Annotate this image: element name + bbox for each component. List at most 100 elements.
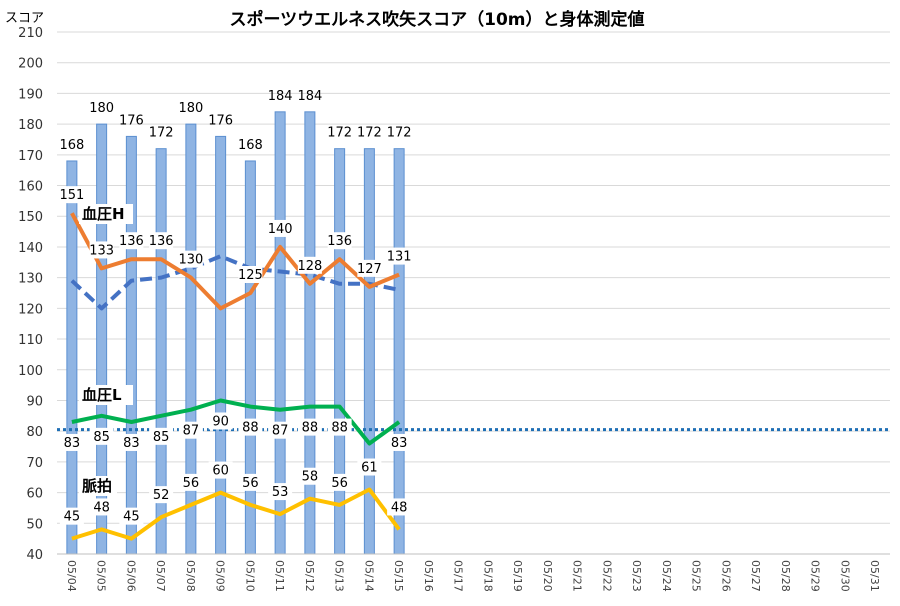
pulse-label: 48	[391, 500, 408, 515]
x-tick-label: 05/05	[95, 560, 108, 592]
pulse-label: 56	[242, 476, 259, 491]
pulse-label-bg	[387, 498, 412, 516]
bp-high-trend-line	[70, 254, 400, 311]
bp-high-label-bg	[89, 241, 114, 259]
x-tick-label: 05/27	[749, 560, 762, 592]
bp-high-label: 151	[59, 188, 84, 203]
score-label: 168	[59, 138, 84, 153]
x-tick-label: 05/17	[452, 560, 465, 592]
y-tick-label: 140	[18, 241, 43, 256]
bp-high-label-bg	[178, 250, 203, 268]
bp-high-line	[70, 212, 400, 311]
bp-low-label: 83	[123, 436, 140, 451]
x-tick-label: 05/06	[124, 560, 137, 592]
y-tick-label: 80	[26, 425, 43, 440]
x-tick-label: 05/30	[838, 560, 851, 592]
y-tick-label: 190	[18, 87, 43, 102]
x-tick-label: 05/24	[660, 560, 673, 592]
bp-high-label-bg	[297, 256, 322, 274]
pulse-label: 58	[302, 470, 319, 485]
pulse-label: 56	[331, 476, 348, 491]
x-tick-label: 05/16	[422, 560, 435, 592]
bp-high-label: 128	[297, 259, 322, 274]
bp-low-label-bg	[327, 418, 352, 436]
pulse-series-label-bg	[79, 476, 117, 496]
x-tick-label: 05/25	[690, 560, 703, 592]
bp-low-label: 87	[272, 424, 289, 439]
bp-low-series-label-bg	[79, 385, 133, 405]
bp-low-label-bg	[208, 412, 233, 430]
bp-high-label-bg	[119, 232, 144, 250]
bp-high-label-bg	[327, 232, 352, 250]
x-tick-label: 05/15	[392, 560, 405, 592]
y-tick-label: 110	[18, 333, 43, 348]
bp-low-label-bg	[387, 433, 412, 451]
x-axis-ticks: 05/04 05/05 05/06 05/07 05/08 05/09 05/10 05/11…	[65, 560, 881, 592]
bp-high-label: 136	[149, 234, 174, 249]
score-label: 184	[297, 89, 322, 104]
x-tick-label: 05/10	[243, 560, 256, 592]
score-bar	[304, 111, 316, 555]
bp-high-label: 131	[387, 250, 412, 265]
score-label: 176	[208, 113, 233, 128]
x-tick-label: 05/08	[184, 560, 197, 592]
x-tick-label: 05/13	[333, 560, 346, 592]
score-label: 172	[149, 126, 174, 141]
bp-high-label-bg	[357, 259, 382, 277]
pulse-label: 53	[272, 485, 289, 500]
pulse-label-bg	[149, 486, 174, 504]
pulse-label-bg	[327, 473, 352, 491]
score-label: 172	[357, 126, 382, 141]
bp-low-label-bg	[178, 421, 203, 439]
bp-low-label-bg	[238, 418, 263, 436]
score-bar	[393, 148, 405, 555]
pulse-label-bg	[59, 507, 84, 525]
pulse-label-bg	[357, 458, 382, 476]
x-tick-label: 05/20	[541, 560, 554, 592]
pulse-label-bg	[297, 467, 322, 485]
y-tick-label: 170	[18, 149, 43, 164]
score-label: 172	[387, 126, 412, 141]
y-tick-label: 180	[18, 118, 43, 133]
y-tick-label: 150	[18, 210, 43, 225]
y-tick-label: 70	[26, 456, 43, 471]
bp-high-series-label: 血圧H	[82, 205, 125, 223]
bp-low-label: 90	[212, 414, 229, 429]
pulse-label: 61	[361, 461, 378, 476]
x-tick-label: 05/09	[214, 560, 227, 592]
bp-high-series-label-bg	[79, 204, 133, 224]
bp-high-label: 140	[268, 222, 293, 237]
bp-high-label-bg	[238, 266, 263, 283]
bp-low-label: 83	[391, 436, 408, 451]
score-bar	[244, 160, 256, 555]
x-tick-label: 05/22	[600, 560, 613, 592]
x-tick-label: 05/18	[481, 560, 494, 592]
score-label: 180	[178, 101, 203, 116]
bp-low-label: 88	[331, 421, 348, 436]
y-tick-label: 130	[18, 272, 43, 287]
bp-low-label-bg	[89, 427, 114, 445]
pulse-label-bg	[268, 483, 293, 501]
bp-low-line	[71, 398, 401, 446]
x-tick-label: 05/21	[571, 560, 584, 592]
y-tick-label: 120	[18, 302, 43, 317]
y-tick-label: 100	[18, 364, 43, 379]
bp-low-label-bg	[268, 421, 293, 439]
y-axis-label: スコア	[5, 11, 44, 26]
bp-high-label: 136	[327, 234, 352, 249]
bp-low-label-bg	[119, 433, 144, 451]
y-axis-ticks: 40 50 60 70 80 90 100 110 120 130 140 150 160 170 180 1…	[18, 26, 43, 563]
pulse-line	[71, 487, 401, 541]
bp-low-label: 87	[183, 424, 200, 439]
bp-high-label-bg	[59, 186, 84, 204]
pulse-label-bg	[89, 498, 114, 516]
bp-low-label: 83	[64, 436, 81, 451]
bp-low-label: 85	[93, 430, 110, 445]
y-tick-label: 160	[18, 180, 43, 195]
score-bar	[334, 148, 346, 555]
score-label: 180	[89, 101, 114, 116]
y-tick-label: 40	[26, 548, 43, 563]
y-tick-label: 200	[18, 57, 43, 72]
score-bar	[125, 135, 137, 555]
